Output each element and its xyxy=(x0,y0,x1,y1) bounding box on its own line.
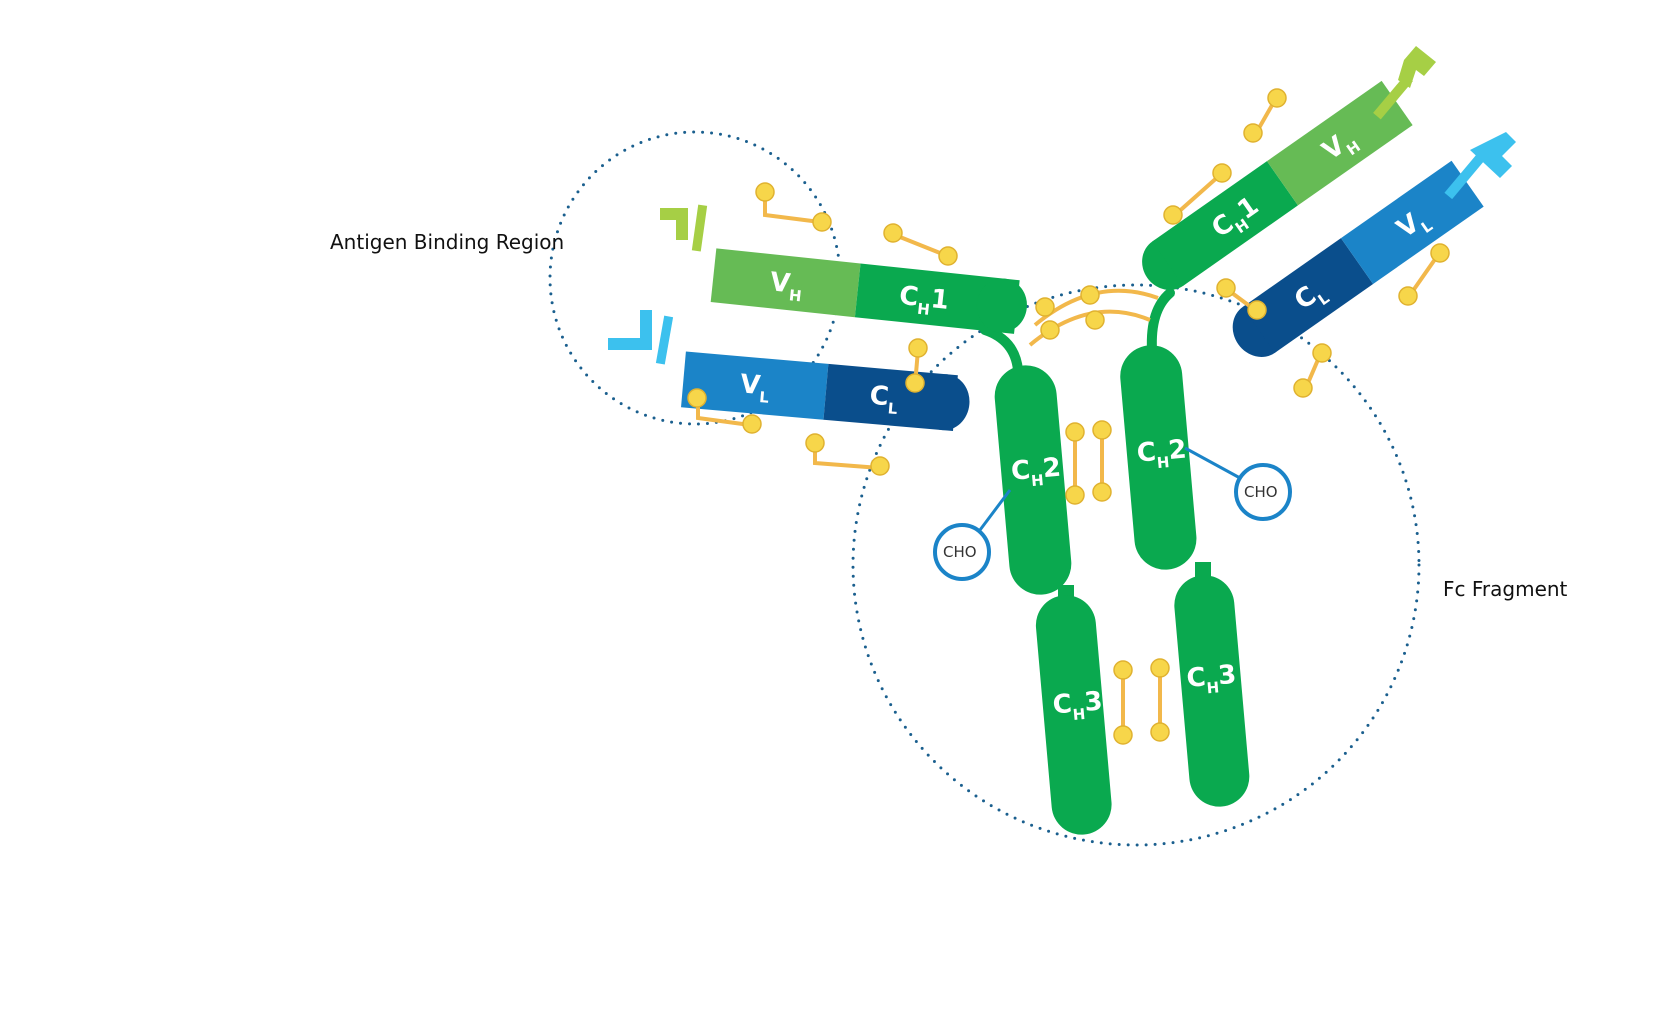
hinge-right xyxy=(1146,288,1175,355)
right-ch2-label: CH2 xyxy=(1136,435,1189,474)
left-cl-label: CL xyxy=(868,381,900,418)
antigen-binding-region-label: Antigen Binding Region xyxy=(330,230,564,254)
right-ch3-label: CH3 xyxy=(1185,660,1238,699)
right-cl-domain xyxy=(1242,238,1374,353)
left-ch2-domain: CH2 xyxy=(994,365,1072,595)
right-cho-circle xyxy=(1234,463,1292,521)
right-cho-glycan: CHO xyxy=(1184,446,1292,521)
right-cho-label: CHO xyxy=(1244,483,1278,501)
left-light-chain: VL CL xyxy=(681,351,970,432)
hinge-left xyxy=(980,325,1023,375)
fc-disulfide-bridges xyxy=(1073,430,1162,735)
right-ch1-domain xyxy=(1152,161,1298,286)
right-heavy-antigen-site xyxy=(1373,46,1436,120)
right-ch2-domain: CH2 xyxy=(1120,345,1197,570)
left-heavy-antigen-site xyxy=(660,204,708,252)
left-ch1-domain xyxy=(854,263,1020,334)
left-vl-domain xyxy=(681,351,829,420)
left-ch1-label: CH1 xyxy=(897,281,950,321)
left-vl-label: VL xyxy=(739,369,772,406)
left-cho-circle xyxy=(933,523,991,581)
left-vh-label: VH xyxy=(768,267,804,305)
left-cho-glycan: CHO xyxy=(933,489,1012,581)
left-ch3-domain: CH3 xyxy=(1035,595,1112,835)
right-ch3-domain: CH3 xyxy=(1174,575,1250,807)
left-vh-domain xyxy=(710,248,861,318)
left-ch2-label: CH2 xyxy=(1010,453,1063,492)
right-light-antigen-site xyxy=(1444,132,1516,200)
left-heavy-chain-fab: VH CH1 xyxy=(710,248,1027,334)
disulfide-beads xyxy=(687,88,1450,745)
left-ch3-label: CH3 xyxy=(1052,686,1105,725)
fc-fragment-label: Fc Fragment xyxy=(1443,577,1568,601)
fc-fragment-outline xyxy=(851,283,1421,847)
left-cho-label: CHO xyxy=(943,543,977,561)
left-light-antigen-site xyxy=(608,310,674,365)
